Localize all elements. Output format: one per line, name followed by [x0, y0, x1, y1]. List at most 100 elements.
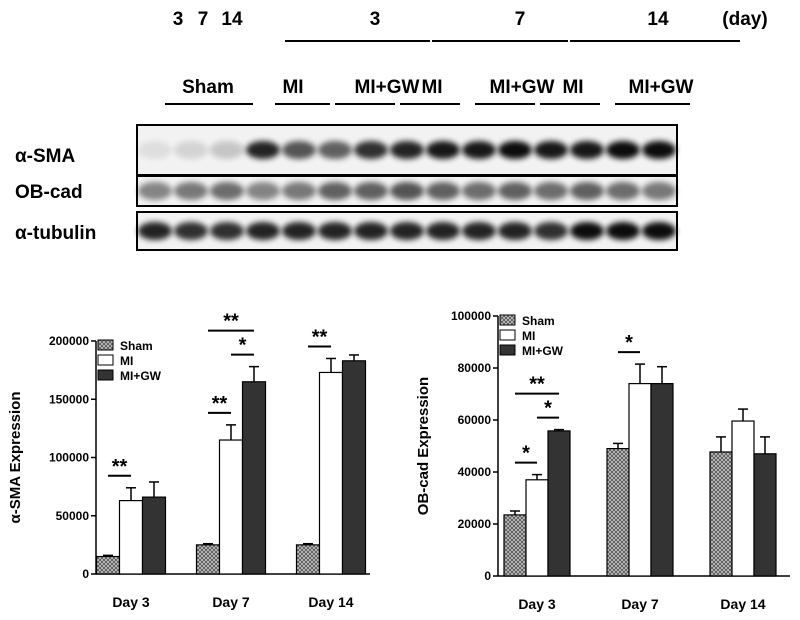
blot-label: Sham: [182, 77, 234, 98]
blot-band: [390, 182, 424, 200]
blot-band: [606, 141, 640, 159]
blot-label: (day): [722, 9, 767, 30]
blot-band: [318, 141, 352, 159]
legend-swatch: [499, 314, 516, 326]
blot-band: [570, 141, 604, 159]
blot-band: [246, 141, 280, 159]
y-tick-label: 100000: [49, 451, 89, 465]
legend-label: MI+GW: [120, 369, 162, 383]
blot-band: [138, 141, 172, 159]
legend-swatch: [97, 369, 114, 381]
bar: [95, 555, 121, 575]
blot-band: [426, 222, 460, 240]
y-tick-label: 200000: [49, 334, 89, 348]
blot-band: [210, 222, 244, 240]
blot-band: [462, 222, 496, 240]
bar: [195, 544, 221, 575]
blot-band: [534, 182, 568, 200]
blot-band: [174, 182, 208, 200]
bar: [650, 383, 674, 577]
legend-label: Sham: [120, 339, 153, 353]
blot-band: [570, 222, 604, 240]
bar: [341, 360, 367, 575]
bar: [318, 371, 344, 575]
bar: [628, 383, 652, 577]
x-tick-label: Day 3: [518, 596, 556, 612]
blot-label: MI+GW: [629, 77, 694, 98]
blot-band: [498, 182, 532, 200]
blot-label: 3: [370, 9, 381, 30]
bar: [753, 453, 777, 577]
blot-label: α-tubulin: [15, 223, 96, 244]
blot-band: [354, 222, 388, 240]
blot-label: α-SMA: [15, 146, 76, 167]
legend-swatch: [499, 344, 516, 356]
blot-band: [426, 141, 460, 159]
blot-band: [354, 182, 388, 200]
bar: [295, 544, 321, 575]
blot-label: OB-cad: [15, 182, 83, 203]
significance-label: *: [522, 443, 530, 465]
blot-band: [534, 141, 568, 159]
blot-label: MI+GW: [490, 77, 555, 98]
blot-band: [318, 182, 352, 200]
bar: [709, 451, 733, 577]
y-axis-label: α-SMA Expression: [7, 391, 24, 523]
blot-band: [426, 182, 460, 200]
bar: [503, 514, 527, 577]
x-tick-label: Day 14: [308, 594, 353, 610]
blot-label: 3: [173, 9, 184, 30]
y-tick-label: 0: [82, 567, 89, 581]
significance-label: *: [544, 398, 552, 420]
blot-band: [642, 141, 676, 159]
blot-label: 14: [221, 9, 243, 30]
blot-label: MI: [562, 77, 583, 98]
blot-band: [498, 222, 532, 240]
blot-label: MI+GW: [355, 77, 420, 98]
y-tick-label: 60000: [458, 413, 492, 427]
bar: [141, 496, 167, 575]
blot-band: [210, 182, 244, 200]
blot-band: [642, 222, 676, 240]
bar: [118, 500, 144, 575]
legend-label: Sham: [522, 314, 555, 328]
blot-band: [138, 222, 172, 240]
blot-band: [354, 141, 388, 159]
y-tick-label: 20000: [458, 517, 492, 531]
significance-label: **: [529, 374, 545, 396]
y-tick-label: 100000: [451, 309, 491, 323]
blot-label: MI: [282, 77, 303, 98]
blot-label: 7: [515, 9, 526, 30]
blot-band: [498, 141, 532, 159]
blot-band: [282, 182, 316, 200]
blot-band: [246, 182, 280, 200]
significance-label: **: [223, 311, 239, 333]
x-tick-label: Day 7: [212, 594, 250, 610]
significance-label: **: [312, 326, 328, 348]
blot-band: [246, 222, 280, 240]
significance-label: *: [239, 335, 247, 357]
x-tick-label: Day 14: [720, 596, 765, 612]
legend-swatch: [97, 339, 114, 351]
legend-label: MI: [522, 329, 535, 343]
blot-band: [390, 222, 424, 240]
blot-band: [282, 141, 316, 159]
blot-band: [606, 222, 640, 240]
x-tick-label: Day 3: [112, 594, 150, 610]
blot-band: [318, 222, 352, 240]
blot-band: [138, 182, 172, 200]
western-blot: 3 7 14 3 7 14 (day)Sham MI MI+GW MI MI+GW MI MI+GWα-…: [15, 9, 768, 251]
blot-band: [462, 182, 496, 200]
blot-band: [462, 141, 496, 159]
y-tick-label: 50000: [56, 509, 90, 523]
blot-band: [282, 222, 316, 240]
bar: [606, 448, 630, 577]
y-tick-label: 40000: [458, 465, 492, 479]
blot-band: [174, 141, 208, 159]
blot-label: 14: [647, 9, 669, 30]
legend-label: MI+GW: [522, 344, 564, 358]
blot-label: MI: [421, 77, 442, 98]
bar: [241, 381, 267, 575]
